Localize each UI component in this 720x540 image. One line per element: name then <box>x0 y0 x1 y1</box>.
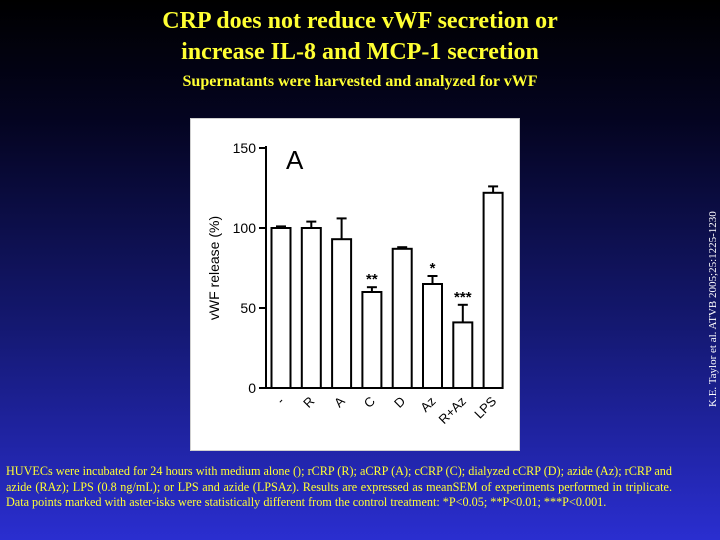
bar-chart-figure: 0 50 100 150 vWF release (%) A - R A ** C D * Az *** R+… <box>190 118 520 451</box>
x-tick-label: - <box>273 394 287 408</box>
y-tick-label: 150 <box>233 140 257 156</box>
x-tick-label: R+Az <box>436 394 469 427</box>
x-tick-label: LPS <box>471 393 499 421</box>
slide-subtitle: Supernatants were harvested and analyzed… <box>182 73 538 90</box>
bar <box>482 191 504 389</box>
panel-label: A <box>286 145 304 175</box>
y-axis-label: vWF release (%) <box>206 216 222 320</box>
figure-caption: HUVECs were incubated for 24 hours with … <box>6 464 672 509</box>
significance-marker: *** <box>454 289 472 306</box>
x-tick-label: C <box>361 394 378 411</box>
title-line-1: CRP does not reduce vWF secretion or <box>162 8 558 34</box>
bar <box>422 283 443 389</box>
title-line-2: increase IL-8 and MCP-1 secretion <box>181 39 539 65</box>
bar <box>270 227 292 389</box>
slide-title: CRP does not reduce vWF secretion or inc… <box>0 6 720 68</box>
significance-marker: * <box>430 260 436 277</box>
bar <box>452 321 474 389</box>
x-tick-label: Az <box>417 394 438 415</box>
bar <box>300 227 322 389</box>
y-tick-label: 0 <box>248 380 256 396</box>
bar <box>391 247 413 389</box>
bar <box>361 291 383 389</box>
x-tick-label: D <box>391 394 408 411</box>
significance-marker: ** <box>366 271 378 288</box>
x-tick-label: R <box>300 394 317 411</box>
y-tick-label: 100 <box>233 220 257 236</box>
x-tick-label: A <box>331 393 348 410</box>
y-tick-label: 50 <box>240 300 256 316</box>
citation: K.E. Taylor et al. ATVB 2005;25:1225-123… <box>707 211 719 407</box>
bar <box>331 238 353 389</box>
